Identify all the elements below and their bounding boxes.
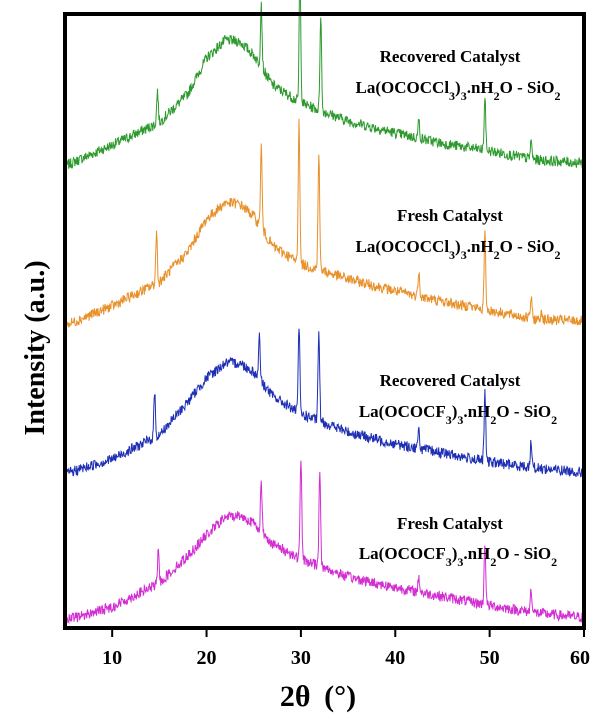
- formula-part: O - SiO: [496, 402, 551, 421]
- formula-subscript: 3: [461, 89, 467, 103]
- formula-part: O - SiO: [496, 544, 551, 563]
- formula-part: .nH: [467, 78, 494, 97]
- formula-part: .nH: [463, 544, 490, 563]
- formula-subscript: 2: [490, 555, 496, 569]
- series-2-formula: La(OCOCCl3)3.nH2O - SiO2: [356, 237, 561, 262]
- formula-part: ): [455, 78, 461, 97]
- formula-part: O - SiO: [500, 78, 555, 97]
- series-2-label: Fresh Catalyst: [397, 206, 503, 225]
- series-1-label: Recovered Catalyst: [380, 47, 521, 66]
- x-axis: 10 20 30 40 50 60: [102, 628, 590, 669]
- formula-subscript: 2: [554, 89, 560, 103]
- formula-subscript: 3: [446, 555, 452, 569]
- formula-subscript: 3: [449, 248, 455, 262]
- formula-subscript: 3: [446, 413, 452, 427]
- formula-part: .nH: [463, 402, 490, 421]
- x-tick-label: 30: [291, 647, 311, 669]
- x-axis-title: 2θ (°): [280, 680, 356, 713]
- series-4-formula: La(OCOCF3)3.nH2O - SiO2: [359, 544, 557, 569]
- formula-part: ): [452, 544, 458, 563]
- x-axis-title-unit: (°): [324, 680, 356, 713]
- formula-part: La(OCOCF: [359, 402, 446, 421]
- series-line-1: [64, 0, 585, 170]
- formula-subscript: 2: [490, 413, 496, 427]
- formula-subscript: 2: [551, 413, 557, 427]
- formula-part: .nH: [467, 237, 494, 256]
- series-line-4: [64, 460, 585, 625]
- formula-part: La(OCOCF: [359, 544, 446, 563]
- series-3-label: Recovered Catalyst: [380, 371, 521, 390]
- formula-subscript: 2: [551, 555, 557, 569]
- x-tick-label: 50: [480, 647, 500, 669]
- formula-subscript: 3: [457, 555, 463, 569]
- formula-subscript: 3: [449, 89, 455, 103]
- formula-part: ): [455, 237, 461, 256]
- formula-subscript: 3: [457, 413, 463, 427]
- formula-subscript: 2: [554, 248, 560, 262]
- series-layer: [64, 0, 585, 625]
- formula-subscript: 3: [461, 248, 467, 262]
- formula-part: O - SiO: [500, 237, 555, 256]
- x-tick-label: 40: [385, 647, 405, 669]
- series-1-formula: La(OCOCCl3)3.nH2O - SiO2: [356, 78, 561, 103]
- formula-part: ): [452, 402, 458, 421]
- x-axis-title-symbol: 2θ: [280, 680, 311, 713]
- x-tick-label: 60: [570, 647, 590, 669]
- x-tick-label: 20: [197, 647, 217, 669]
- formula-subscript: 2: [494, 89, 500, 103]
- series-line-2: [64, 118, 585, 330]
- y-axis-title: Intensity (a.u.): [20, 260, 51, 435]
- plot-frame: [63, 12, 586, 630]
- formula-part: La(OCOCCl: [356, 78, 450, 97]
- series-4-label: Fresh Catalyst: [397, 514, 503, 533]
- x-tick-label: 10: [102, 647, 122, 669]
- formula-part: La(OCOCCl: [356, 237, 450, 256]
- formula-subscript: 2: [494, 248, 500, 262]
- series-3-formula: La(OCOCF3)3.nH2O - SiO2: [359, 402, 557, 427]
- series-line-3: [64, 328, 585, 478]
